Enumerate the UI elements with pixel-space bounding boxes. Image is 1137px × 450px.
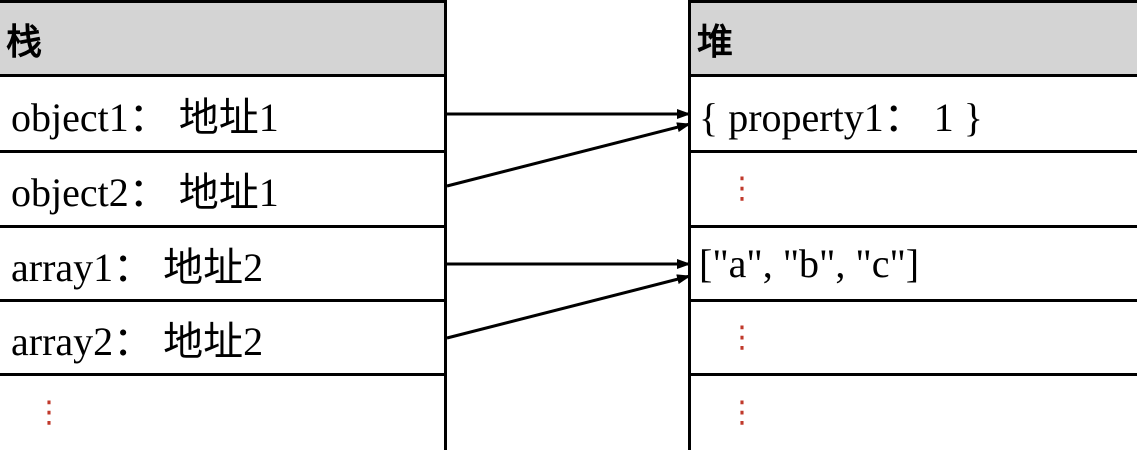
vertical-ellipsis-icon: ⋮ [34,395,64,430]
stack-row-label: array2： 地址2 [11,318,264,364]
arrow-object2-to-object [446,122,691,188]
stack-row-object2: object2： 地址1 [0,150,444,225]
heap-row-ellipsis: ⋮ [691,150,1137,225]
stack-row-label: array1： 地址2 [11,244,264,290]
stack-header-label: 栈 [6,21,43,63]
heap-header-label: 堆 [697,21,734,63]
heap-row-label: { property1： 1 } [699,94,983,140]
heap-panel: 堆 { property1： 1 } ⋮ ["a", "b", "c"] ⋮ ⋮ [688,0,1137,450]
stack-row-ellipsis: ⋮ [0,373,444,450]
stack-panel: 栈 object1： 地址1 object2： 地址1 array1： 地址2 … [0,0,447,450]
heap-row-label: ["a", "b", "c"] [699,241,920,286]
stack-row-array2: array2： 地址2 [0,299,444,373]
heap-row-array: ["a", "b", "c"] [691,225,1137,299]
stack-row-label: object1： 地址1 [11,94,279,140]
vertical-ellipsis-icon: ⋮ [727,319,757,355]
heap-row-object: { property1： 1 } [691,74,1137,150]
arrow-array2-to-array [446,274,691,340]
stack-row-label: object2： 地址1 [11,170,279,215]
vertical-ellipsis-icon: ⋮ [727,395,757,430]
heap-row-ellipsis: ⋮ [691,373,1137,450]
stack-row-object1: object1： 地址1 [0,74,444,150]
stack-row-array1: array1： 地址2 [0,225,444,299]
heap-row-ellipsis: ⋮ [691,299,1137,373]
stack-header: 栈 [0,0,444,74]
heap-header: 堆 [691,0,1137,74]
vertical-ellipsis-icon: ⋮ [727,171,757,206]
